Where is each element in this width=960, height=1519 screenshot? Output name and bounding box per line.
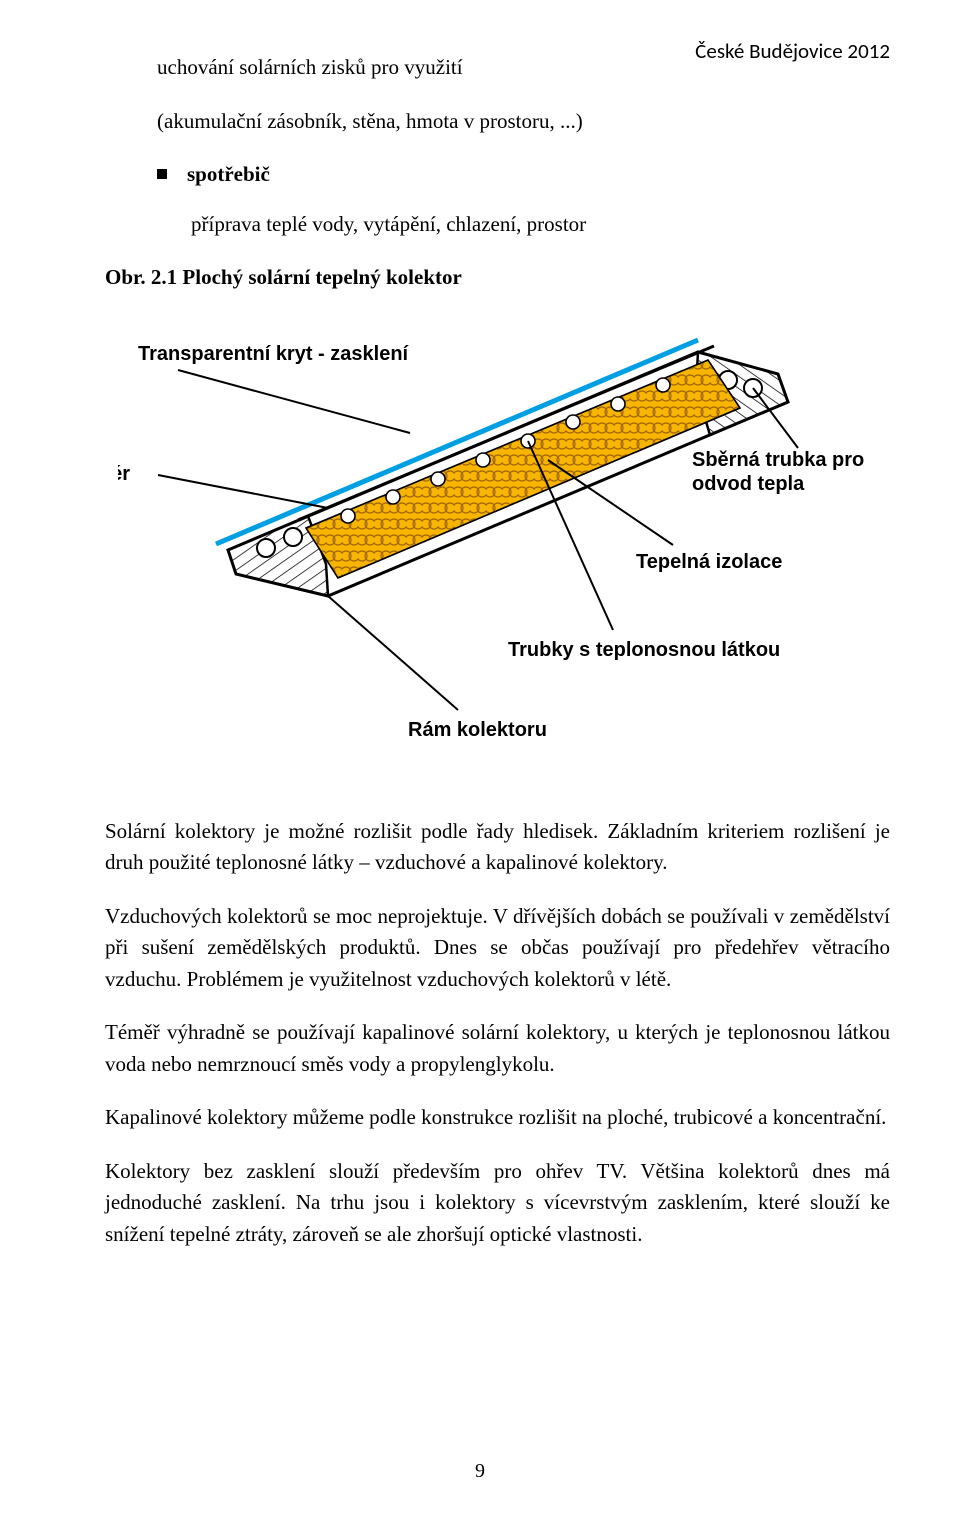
label-absorber: Absorbér [118, 463, 130, 485]
paragraph-4: Kapalinové kolektory můžeme podle konstr… [105, 1102, 890, 1134]
label-sberna-2: odvod tepla [692, 473, 805, 495]
label-sberna-1: Sběrná trubka pro [692, 449, 864, 471]
intro-line-2: (akumulační zásobník, stěna, hmota v pro… [157, 106, 890, 138]
paragraph-5: Kolektory bez zasklení slouží především … [105, 1156, 890, 1251]
label-trubky: Trubky s teplonosnou látkou [508, 639, 780, 661]
paragraph-2: Vzduchových kolektorů se moc neprojektuj… [105, 901, 890, 996]
header-location-year: České Budějovice 2012 [695, 38, 890, 64]
collector-diagram: Transparentní kryt - zasklení Absorbér S… [118, 312, 878, 792]
page-number: 9 [0, 1460, 960, 1483]
intro-line-3: příprava teplé vody, vytápění, chlazení,… [191, 209, 890, 241]
figure-title: Obr. 2.1 Plochý solární tepelný kolektor [105, 262, 890, 294]
label-ram: Rám kolektoru [408, 719, 547, 741]
label-kryt: Transparentní kryt - zasklení [138, 343, 410, 365]
paragraph-3: Téměř výhradně se používají kapalinové s… [105, 1017, 890, 1080]
page-content: uchování solárních zisků pro využití (ak… [105, 52, 890, 1250]
bullet-spotrebic: spotřebič [157, 159, 890, 191]
label-izolace: Tepelná izolace [636, 551, 782, 573]
bullet-label: spotřebič [187, 159, 270, 191]
paragraph-1: Solární kolektory je možné rozlišit podl… [105, 816, 890, 879]
square-bullet-icon [157, 169, 167, 179]
